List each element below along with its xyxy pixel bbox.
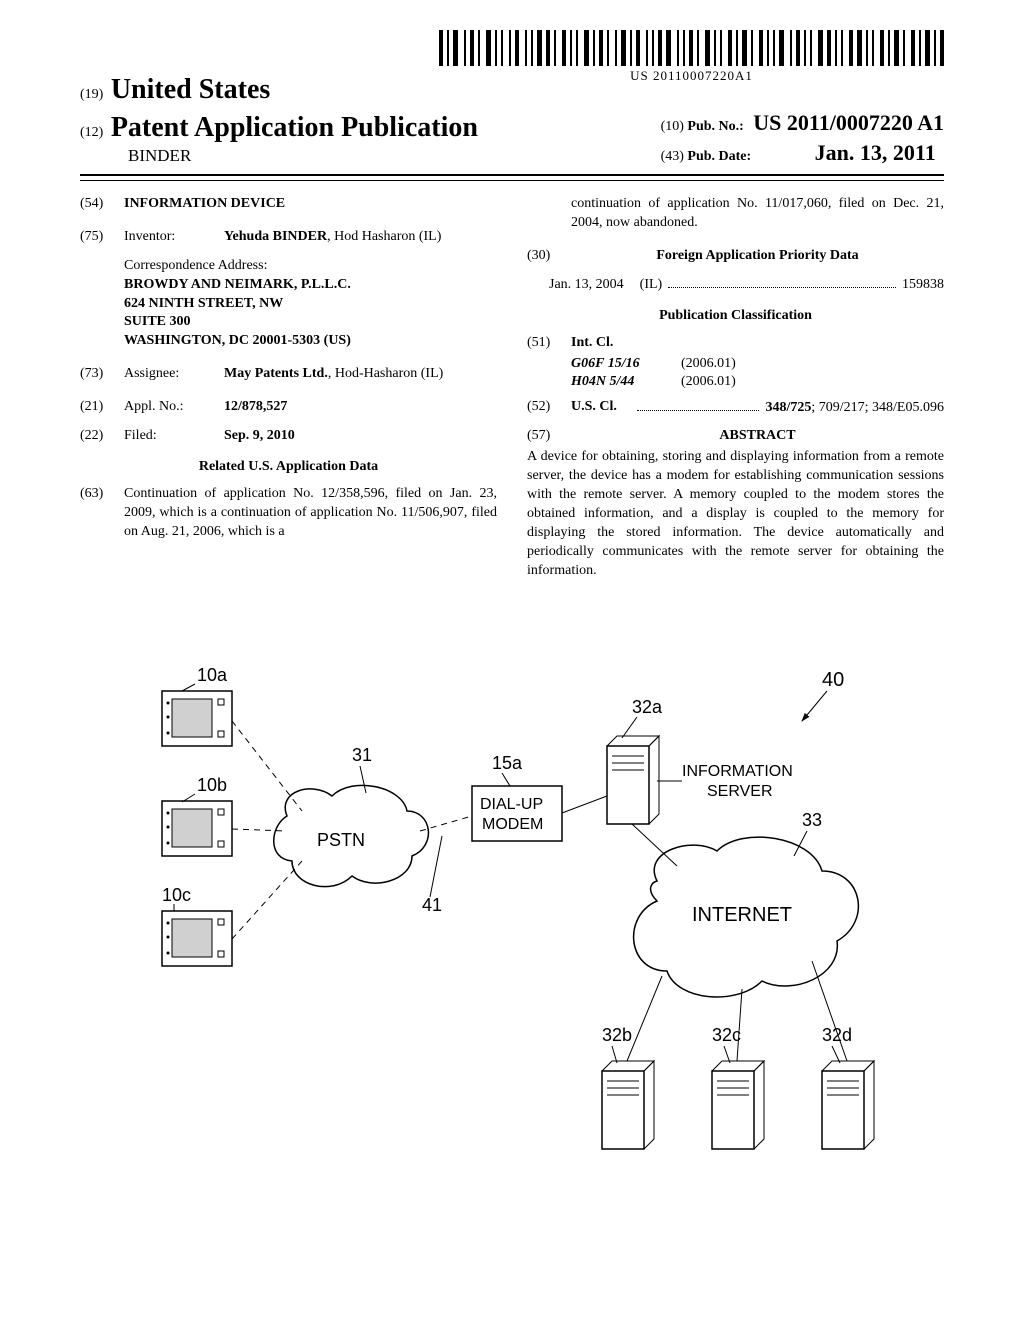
title: INFORMATION DEVICE [124,195,285,214]
applno-label: Appl. No.: [124,398,224,417]
pub-number: US 2011/0007220 A1 [753,110,944,135]
code-43: (43) [661,149,684,164]
code-51: (51) [527,334,571,353]
label-40: 40 [822,669,844,691]
abstract-label: ABSTRACT [571,427,944,446]
pub-date: Jan. 13, 2011 [815,140,936,165]
filed-label: Filed: [124,427,224,446]
code-73: (73) [80,365,124,384]
dot-leader [668,276,896,288]
correspondence-line1: BROWDY AND NEIMARK, P.L.L.C. [124,276,497,295]
right-column: continuation of application No. 11/017,0… [527,195,944,581]
code-52: (52) [527,398,571,417]
label-41: 41 [422,895,442,915]
doc-type: Patent Application Publication [111,112,478,143]
device-10b [162,801,232,856]
header-right: (10) Pub. No.: US 2011/0007220 A1 (43) P… [661,110,944,166]
code-30: (30) [527,247,571,266]
pubclass-title: Publication Classification [527,307,944,326]
correspondence-line4: WASHINGTON, DC 20001-5303 (US) [124,332,497,351]
code-63: (63) [80,485,124,542]
ipc-1: G06F 15/16 [571,355,681,374]
correspondence-line3: SUITE 300 [124,313,497,332]
continuation-text-2: continuation of application No. 11/017,0… [571,195,944,233]
assignee-loc: , Hod-Hasharon (IL) [328,366,443,381]
code-10: (10) [661,119,684,134]
related-title: Related U.S. Application Data [80,458,497,477]
inventor-label: Inventor: [124,228,224,247]
modem-line1: DIAL-UP [480,796,543,813]
label-33: 33 [802,810,822,830]
priority-country: (IL) [640,276,663,295]
server-32c [712,1061,764,1149]
inventor-name: Yehuda BINDER [224,229,327,244]
label-10b: 10b [197,775,227,795]
infoserver-line2: SERVER [707,783,773,800]
applicant-name: BINDER [128,146,478,166]
label-32a: 32a [632,697,663,717]
continuation-text: Continuation of application No. 12/358,5… [124,485,497,542]
inventor-loc: , Hod Hasharon (IL) [327,229,441,244]
ipc-2: H04N 5/44 [571,373,681,392]
priority-number: 159838 [902,276,944,295]
code-22: (22) [80,427,124,446]
rule-thick [80,174,944,176]
uscl-label: U.S. Cl. [571,398,631,417]
assignee-label: Assignee: [124,365,224,384]
internet-label: INTERNET [692,904,792,926]
foreign-priority-title: Foreign Application Priority Data [571,247,944,266]
code-19: (19) [80,87,103,102]
label-32c: 32c [712,1025,741,1045]
intcl-label: Int. Cl. [571,334,613,353]
barcode [439,30,944,66]
patent-figure: 10a 10b 10c [80,641,944,1201]
code-12: (12) [80,125,103,140]
label-31: 31 [352,745,372,765]
device-10a [162,691,232,746]
barcode-text: US 20110007220A1 [439,68,944,84]
dot-leader-2 [637,398,759,410]
header-left: (19) United States (12) Patent Applicati… [80,74,478,166]
code-54: (54) [80,195,124,214]
modem-line2: MODEM [482,816,543,833]
pubno-label: Pub. No.: [687,119,743,134]
label-32d: 32d [822,1025,852,1045]
server-32d [822,1061,874,1149]
left-column: (54) INFORMATION DEVICE (75) Inventor: Y… [80,195,497,581]
assignee-name: May Patents Ltd. [224,366,328,381]
country: United States [111,74,270,105]
priority-date: Jan. 13, 2004 [549,276,624,295]
label-10a: 10a [197,665,228,685]
filed-date: Sep. 9, 2010 [224,427,497,446]
pstn-label: PSTN [317,830,365,850]
device-10c [162,911,232,966]
code-57: (57) [527,427,571,446]
correspondence-line2: 624 NINTH STREET, NW [124,295,497,314]
code-21: (21) [80,398,124,417]
label-32b: 32b [602,1025,632,1045]
correspondence-label: Correspondence Address: [124,257,497,276]
pubdate-label: Pub. Date: [687,149,751,164]
server-32a [607,736,659,824]
infoserver-line1: INFORMATION [682,763,793,780]
abstract-text: A device for obtaining, storing and disp… [527,448,944,580]
code-75: (75) [80,228,124,247]
label-10c: 10c [162,885,191,905]
appl-number: 12/878,527 [224,398,497,417]
ipc-1-date: (2006.01) [681,355,736,374]
rule-thin [80,180,944,181]
server-32b [602,1061,654,1149]
ipc-2-date: (2006.01) [681,373,736,392]
label-15a: 15a [492,753,523,773]
